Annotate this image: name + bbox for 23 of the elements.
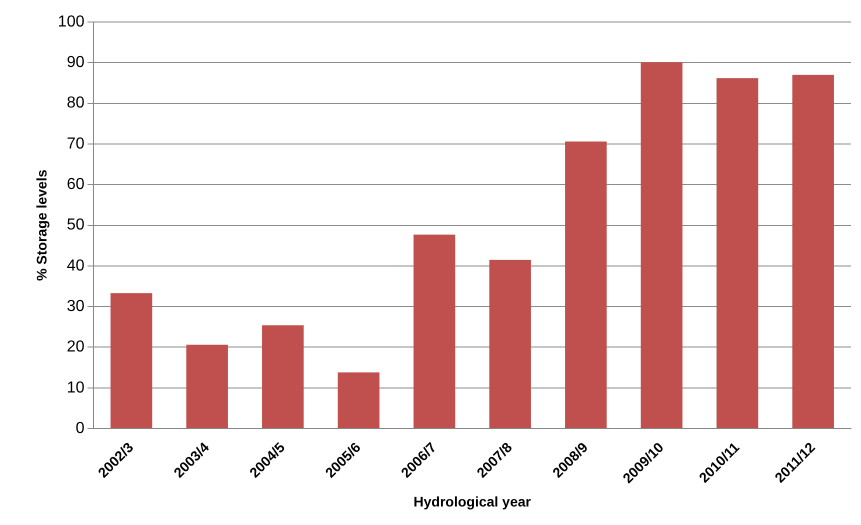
y-tick-label: 70 xyxy=(66,135,85,152)
y-tick-label: 0 xyxy=(76,420,85,437)
bar xyxy=(338,372,380,428)
bar xyxy=(640,62,682,428)
bar xyxy=(414,234,456,428)
bar xyxy=(110,293,152,428)
y-tick-label: 100 xyxy=(58,13,85,30)
bar xyxy=(489,260,531,428)
y-tick-label: 30 xyxy=(66,298,85,315)
bar xyxy=(792,74,834,428)
bar xyxy=(186,344,228,428)
y-tick-label: 60 xyxy=(66,176,85,194)
y-tick-label: 40 xyxy=(66,257,85,274)
y-tick-label: 20 xyxy=(66,338,85,356)
y-tick-label: 50 xyxy=(66,216,85,234)
x-axis-title: Hydrological year xyxy=(414,493,532,510)
y-tick-label: 10 xyxy=(66,379,85,396)
y-axis-title: % Storage levels xyxy=(33,169,50,281)
bar xyxy=(565,142,607,428)
y-tick-label: 90 xyxy=(66,54,85,72)
y-tick-label: 80 xyxy=(66,94,85,112)
bar xyxy=(262,325,304,428)
bar xyxy=(716,78,758,428)
